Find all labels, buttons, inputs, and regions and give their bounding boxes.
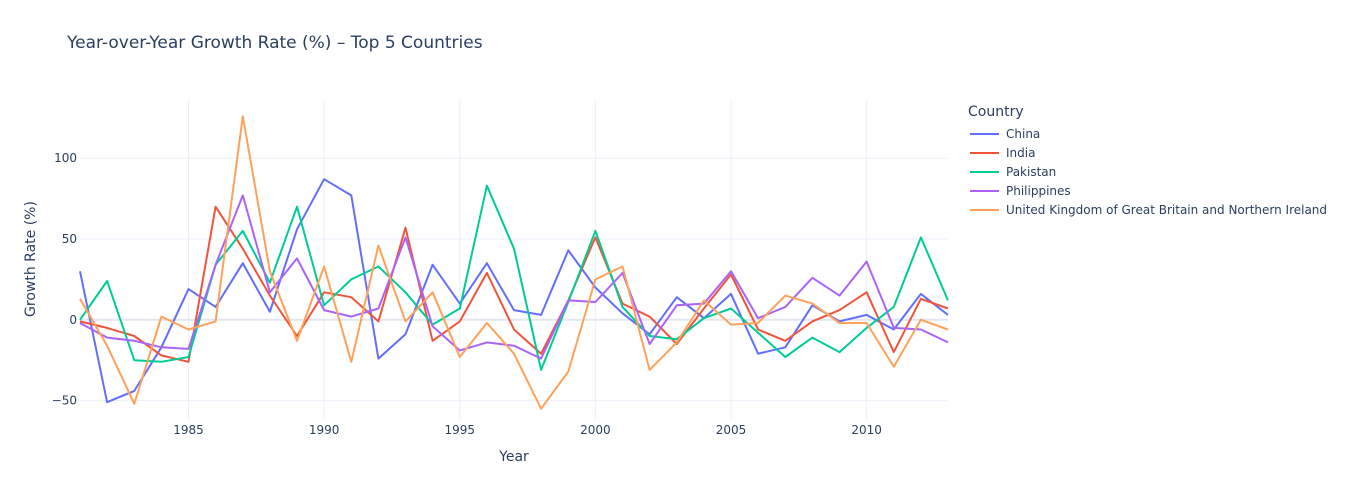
legend-swatch	[970, 208, 999, 211]
legend-item[interactable]: Philippines	[968, 181, 1327, 200]
x-tick-label: 1995	[444, 423, 475, 437]
y-tick-label: −50	[52, 394, 77, 408]
legend-swatch	[970, 151, 999, 154]
legend-item[interactable]: United Kingdom of Great Britain and Nort…	[968, 200, 1327, 219]
legend-item[interactable]: India	[968, 143, 1327, 162]
legend-label: Pakistan	[1006, 164, 1057, 179]
legend-swatch	[970, 170, 999, 173]
legend-title: Country	[968, 104, 1024, 120]
y-tick-label: 50	[62, 232, 77, 246]
legend-label: United Kingdom of Great Britain and Nort…	[1006, 202, 1328, 217]
legend-item[interactable]: China	[968, 124, 1327, 143]
series-line-china	[79, 178, 949, 404]
legend-label: China	[1006, 126, 1041, 141]
legend-swatch	[970, 132, 999, 135]
grid-lines	[80, 100, 948, 420]
x-tick-label: 1990	[309, 423, 340, 437]
x-tick-label: 1985	[173, 423, 204, 437]
legend-item[interactable]: Pakistan	[968, 162, 1327, 181]
chart-title: Year-over-Year Growth Rate (%) – Top 5 C…	[67, 33, 483, 53]
x-tick-label: 2000	[580, 423, 611, 437]
x-axis-ticks: 1985 1990 1995 2000 2005 2010	[173, 423, 882, 437]
x-axis-title: Year	[498, 449, 529, 465]
series-line-united-kingdom-of-great-britain-and-northern-ireland	[79, 115, 949, 410]
legend-swatch	[970, 189, 999, 192]
y-tick-label: 0	[69, 313, 77, 327]
x-tick-label: 2010	[851, 423, 882, 437]
series-lines	[79, 115, 949, 410]
legend-label: Philippines	[1006, 183, 1071, 198]
legend: Country China India Pakistan Philippines Uni…	[968, 104, 1327, 219]
legend-label: India	[1006, 145, 1036, 160]
x-tick-label: 2005	[716, 423, 747, 437]
legend-items: China India Pakistan Philippines United King…	[968, 124, 1327, 219]
y-axis-ticks: −50 0 50 100	[52, 151, 77, 407]
series-line-philippines	[79, 194, 949, 360]
series-line-india	[79, 205, 949, 363]
y-tick-label: 100	[54, 151, 77, 165]
y-axis-title: Growth Rate (%)	[23, 201, 39, 317]
series-line-pakistan	[79, 184, 949, 371]
